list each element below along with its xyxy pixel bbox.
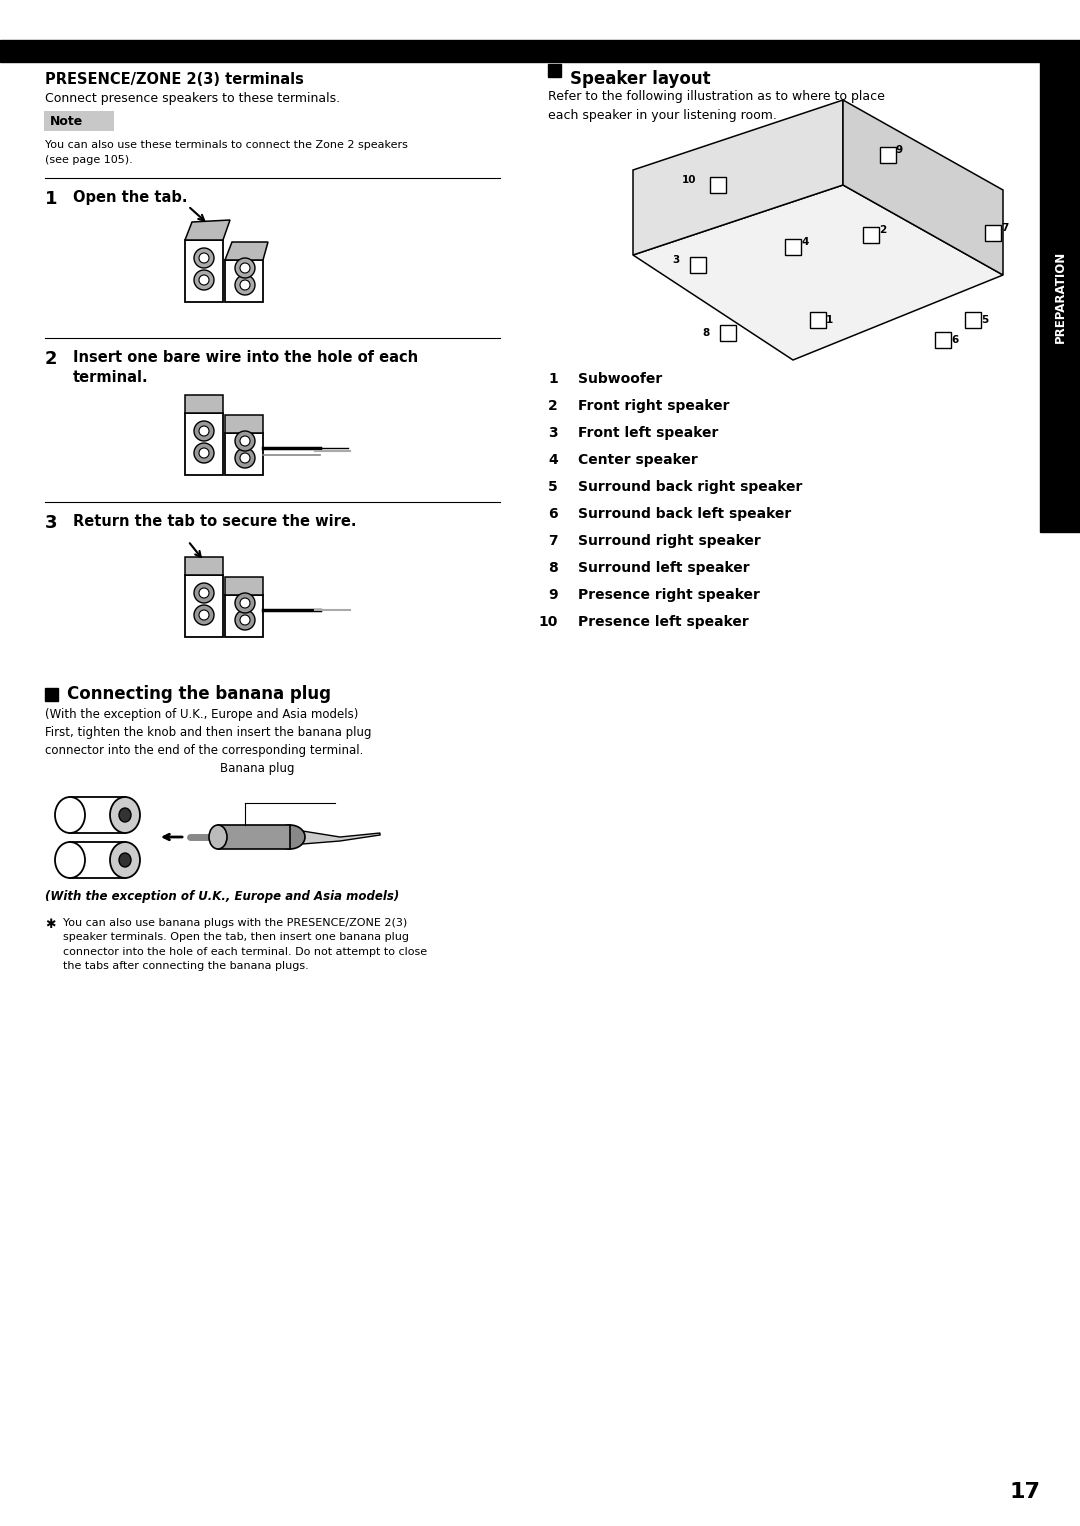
- Bar: [185, 575, 222, 636]
- Bar: [548, 64, 561, 76]
- Text: Insert one bare wire into the hole of each
terminal.: Insert one bare wire into the hole of ea…: [73, 349, 418, 385]
- Text: Surround left speaker: Surround left speaker: [578, 562, 750, 575]
- Circle shape: [194, 583, 214, 603]
- Circle shape: [194, 421, 214, 441]
- Text: 7: 7: [549, 534, 558, 548]
- Text: Surround back left speaker: Surround back left speaker: [578, 507, 792, 520]
- Bar: [785, 240, 801, 255]
- Polygon shape: [633, 185, 1003, 360]
- Text: Refer to the following illustration as to where to place
each speaker in your li: Refer to the following illustration as t…: [548, 90, 885, 122]
- Text: Connecting the banana plug: Connecting the banana plug: [67, 685, 330, 703]
- Text: CONNECTIONS: CONNECTIONS: [977, 47, 1068, 58]
- Polygon shape: [633, 101, 843, 255]
- Text: 3: 3: [673, 255, 680, 266]
- Text: Speaker layout: Speaker layout: [570, 70, 711, 89]
- Bar: [225, 595, 264, 636]
- Bar: [225, 415, 264, 433]
- Text: 10: 10: [539, 615, 558, 629]
- Text: 8: 8: [549, 562, 558, 575]
- Bar: [966, 311, 981, 328]
- Bar: [935, 333, 951, 348]
- Bar: [0, 40, 1080, 63]
- Bar: [70, 842, 125, 877]
- Text: Surround right speaker: Surround right speaker: [578, 534, 760, 548]
- Text: 8: 8: [703, 328, 710, 337]
- Text: (With the exception of U.K., Europe and Asia models)
First, tighten the knob and: (With the exception of U.K., Europe and …: [45, 708, 372, 757]
- Polygon shape: [225, 243, 268, 259]
- Text: Presence right speaker: Presence right speaker: [578, 588, 760, 601]
- Circle shape: [194, 604, 214, 626]
- Ellipse shape: [55, 797, 85, 833]
- Bar: [720, 325, 735, 340]
- Ellipse shape: [119, 853, 131, 867]
- Text: 1: 1: [45, 191, 57, 208]
- Text: 17: 17: [1009, 1482, 1040, 1502]
- Text: 7: 7: [1001, 223, 1009, 233]
- Circle shape: [235, 594, 255, 613]
- Text: Subwoofer: Subwoofer: [578, 372, 662, 386]
- FancyBboxPatch shape: [44, 111, 114, 131]
- Text: Front left speaker: Front left speaker: [578, 426, 718, 439]
- Bar: [880, 146, 896, 163]
- Text: PRESENCE/ZONE 2(3) terminals: PRESENCE/ZONE 2(3) terminals: [45, 72, 303, 87]
- Bar: [185, 414, 222, 475]
- Circle shape: [199, 588, 210, 598]
- Text: You can also use banana plugs with the PRESENCE/ZONE 2(3)
speaker terminals. Ope: You can also use banana plugs with the P…: [63, 919, 427, 971]
- Circle shape: [240, 598, 249, 607]
- Ellipse shape: [110, 842, 140, 877]
- Text: 1: 1: [549, 372, 558, 386]
- Bar: [710, 177, 726, 192]
- Ellipse shape: [275, 826, 305, 848]
- Circle shape: [240, 436, 249, 446]
- Bar: [218, 826, 291, 848]
- Text: Center speaker: Center speaker: [578, 453, 698, 467]
- Text: Front right speaker: Front right speaker: [578, 398, 729, 414]
- Text: 6: 6: [951, 336, 958, 345]
- Circle shape: [240, 453, 249, 462]
- Text: Banana plug: Banana plug: [220, 761, 295, 775]
- Bar: [185, 240, 222, 302]
- Text: 9: 9: [549, 588, 558, 601]
- Ellipse shape: [119, 807, 131, 823]
- Polygon shape: [291, 829, 380, 845]
- Polygon shape: [185, 220, 230, 240]
- Circle shape: [199, 610, 210, 620]
- Text: Connect presence speakers to these terminals.: Connect presence speakers to these termi…: [45, 92, 340, 105]
- Bar: [185, 557, 222, 575]
- Text: PREPARATION: PREPARATION: [1053, 250, 1067, 343]
- Ellipse shape: [210, 826, 227, 848]
- Circle shape: [240, 279, 249, 290]
- Circle shape: [235, 449, 255, 468]
- Bar: [185, 395, 222, 414]
- Text: 6: 6: [549, 507, 558, 520]
- Text: 5: 5: [549, 481, 558, 494]
- Circle shape: [240, 615, 249, 626]
- Bar: [810, 311, 826, 328]
- Circle shape: [199, 253, 210, 262]
- Polygon shape: [843, 101, 1003, 275]
- Text: Return the tab to secure the wire.: Return the tab to secure the wire.: [73, 514, 356, 530]
- Text: 4: 4: [549, 453, 558, 467]
- Circle shape: [235, 610, 255, 630]
- Ellipse shape: [55, 842, 85, 877]
- Bar: [225, 577, 264, 595]
- Circle shape: [235, 258, 255, 278]
- Circle shape: [194, 249, 214, 269]
- Text: 1: 1: [826, 314, 834, 325]
- Circle shape: [194, 443, 214, 462]
- Text: 3: 3: [45, 514, 57, 533]
- Bar: [690, 256, 706, 273]
- Bar: [985, 224, 1001, 241]
- Text: 2: 2: [549, 398, 558, 414]
- Text: (With the exception of U.K., Europe and Asia models): (With the exception of U.K., Europe and …: [45, 890, 400, 903]
- Circle shape: [199, 275, 210, 285]
- Bar: [45, 688, 58, 700]
- Bar: [225, 259, 264, 302]
- Circle shape: [199, 449, 210, 458]
- Bar: [225, 433, 264, 475]
- Text: ✱: ✱: [45, 919, 55, 931]
- Text: 2: 2: [45, 349, 57, 368]
- Circle shape: [194, 270, 214, 290]
- Bar: [863, 227, 879, 243]
- Text: 2: 2: [879, 224, 887, 235]
